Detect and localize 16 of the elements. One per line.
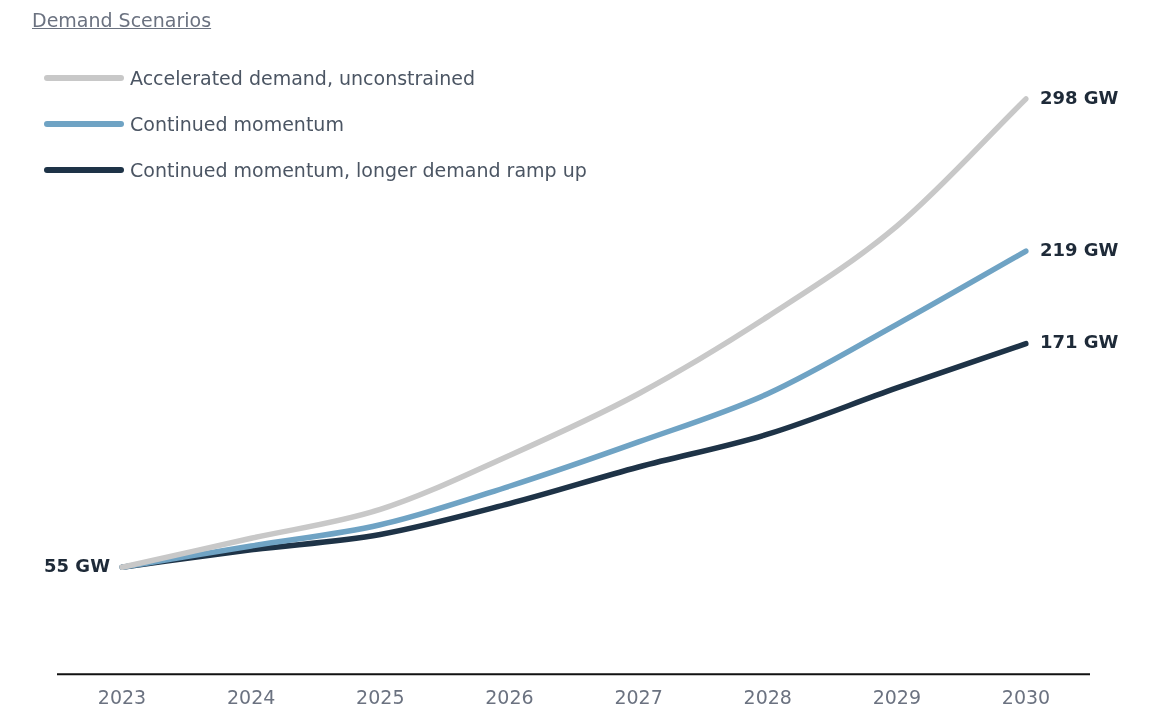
legend-label: Continued momentum <box>130 112 344 135</box>
x-tick-label: 2025 <box>356 685 405 708</box>
x-tick-label: 2023 <box>97 685 147 708</box>
x-tick-label: 2029 <box>872 685 922 708</box>
x-tick-label: 2027 <box>614 685 663 708</box>
data-label: 298 GW <box>1040 86 1119 108</box>
x-tick-label: 2024 <box>226 685 276 708</box>
x-tick-label: 2030 <box>1001 685 1051 708</box>
legend-label: Accelerated demand, unconstrained <box>130 66 476 89</box>
legend-label: Continued momentum, longer demand ramp up <box>130 158 587 181</box>
x-tick-label: 2028 <box>743 685 792 708</box>
x-tick-label: 2026 <box>485 685 534 708</box>
data-label: 171 GW <box>1040 331 1119 353</box>
data-label: 219 GW <box>1040 238 1119 260</box>
data-label: 55 GW <box>44 554 111 576</box>
chart-title: Demand Scenarios <box>32 9 212 31</box>
